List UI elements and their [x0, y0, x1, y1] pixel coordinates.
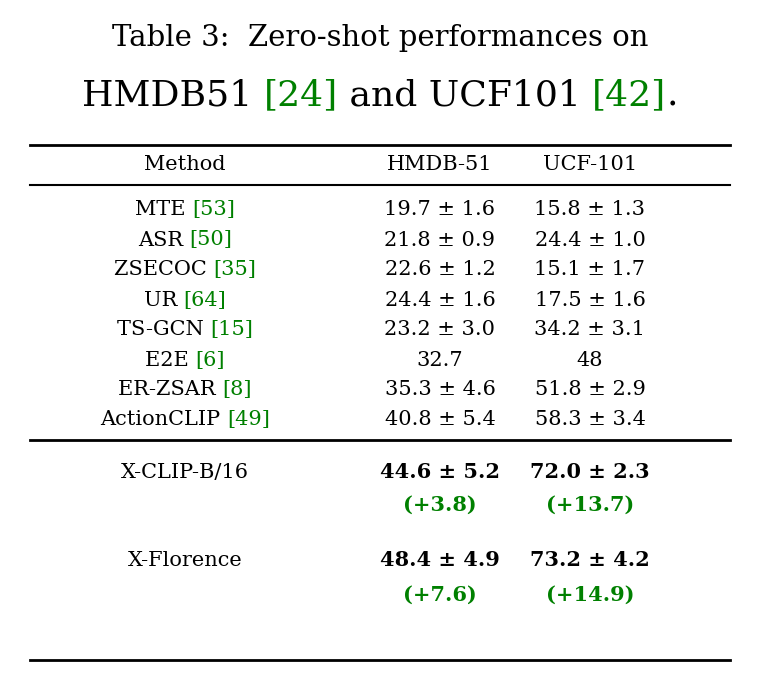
Text: 15.1 ± 1.7: 15.1 ± 1.7	[534, 260, 645, 279]
Text: (+3.8): (+3.8)	[404, 495, 477, 515]
Text: 51.8 ± 2.9: 51.8 ± 2.9	[534, 381, 645, 400]
Text: ER-ZSAR: ER-ZSAR	[118, 381, 223, 400]
Text: [24]: [24]	[264, 78, 338, 112]
Text: UR: UR	[144, 291, 184, 310]
Text: 48.4 ± 4.9: 48.4 ± 4.9	[380, 550, 500, 570]
Text: (+13.7): (+13.7)	[546, 495, 634, 515]
Text: ASR: ASR	[138, 231, 189, 249]
Text: [53]: [53]	[192, 201, 235, 220]
Text: 58.3 ± 3.4: 58.3 ± 3.4	[534, 410, 645, 429]
Text: [64]: [64]	[184, 291, 226, 310]
Text: UCF-101: UCF-101	[543, 155, 637, 174]
Text: 34.2 ± 3.1: 34.2 ± 3.1	[534, 320, 645, 339]
Text: and UCF101: and UCF101	[338, 78, 592, 112]
Text: 35.3 ± 4.6: 35.3 ± 4.6	[385, 381, 496, 400]
Text: [42]: [42]	[592, 78, 667, 112]
Text: [50]: [50]	[189, 231, 233, 249]
Text: 48: 48	[577, 350, 603, 370]
Text: 24.4 ± 1.6: 24.4 ± 1.6	[385, 291, 496, 310]
Text: [49]: [49]	[227, 410, 270, 429]
Text: 23.2 ± 3.0: 23.2 ± 3.0	[385, 320, 496, 339]
Text: (+7.6): (+7.6)	[403, 585, 477, 605]
Text: 24.4 ± 1.0: 24.4 ± 1.0	[534, 231, 645, 249]
Text: [8]: [8]	[223, 381, 252, 400]
Text: X-Florence: X-Florence	[128, 550, 242, 569]
Text: 73.2 ± 4.2: 73.2 ± 4.2	[530, 550, 650, 570]
Text: MTE: MTE	[135, 201, 192, 220]
Text: 22.6 ± 1.2: 22.6 ± 1.2	[385, 260, 496, 279]
Text: 32.7: 32.7	[416, 350, 464, 370]
Text: 72.0 ± 2.3: 72.0 ± 2.3	[530, 462, 650, 482]
Text: HMDB-51: HMDB-51	[387, 155, 492, 174]
Text: [15]: [15]	[211, 320, 253, 339]
Text: 19.7 ± 1.6: 19.7 ± 1.6	[385, 201, 496, 220]
Text: [6]: [6]	[195, 350, 225, 370]
Text: E2E: E2E	[145, 350, 195, 370]
Text: 17.5 ± 1.6: 17.5 ± 1.6	[534, 291, 645, 310]
Text: X-CLIP-B/16: X-CLIP-B/16	[121, 462, 249, 481]
Text: ActionCLIP: ActionCLIP	[100, 410, 227, 429]
Text: 44.6 ± 5.2: 44.6 ± 5.2	[380, 462, 500, 482]
Text: HMDB51: HMDB51	[82, 78, 264, 112]
Text: 15.8 ± 1.3: 15.8 ± 1.3	[534, 201, 645, 220]
Text: Method: Method	[144, 155, 226, 174]
Text: ZSECOC: ZSECOC	[114, 260, 214, 279]
Text: .: .	[667, 78, 678, 112]
Text: 40.8 ± 5.4: 40.8 ± 5.4	[385, 410, 496, 429]
Text: (+14.9): (+14.9)	[546, 585, 635, 605]
Text: [35]: [35]	[214, 260, 256, 279]
Text: Table 3:  Zero-shot performances on: Table 3: Zero-shot performances on	[112, 24, 648, 52]
Text: TS-GCN: TS-GCN	[117, 320, 211, 339]
Text: 21.8 ± 0.9: 21.8 ± 0.9	[385, 231, 496, 249]
